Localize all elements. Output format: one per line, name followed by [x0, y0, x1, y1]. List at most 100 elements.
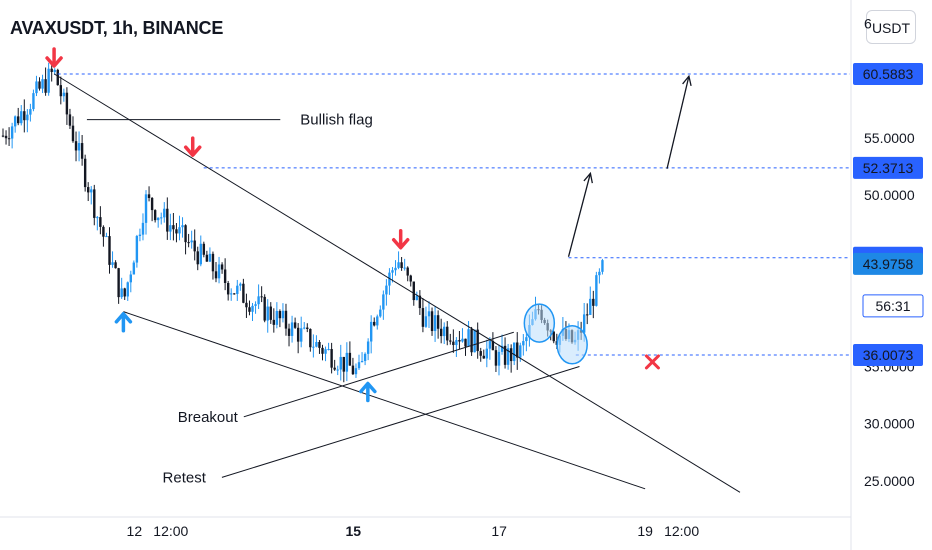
candle-body	[412, 281, 415, 301]
candle-body	[382, 294, 385, 310]
candle-body	[230, 293, 233, 295]
candle-body	[175, 229, 178, 234]
candle-body	[333, 367, 336, 370]
candle-body	[96, 217, 99, 219]
currency-button[interactable]: USDT	[866, 10, 916, 44]
candle-body	[254, 304, 257, 306]
x-tick-label: 12:00	[664, 523, 699, 539]
x-tick-label: 12:00	[153, 523, 188, 539]
candle-body	[108, 236, 111, 265]
candle-body	[50, 68, 53, 72]
candle-body	[59, 85, 63, 97]
candle-body	[251, 305, 254, 312]
candle-body	[473, 329, 476, 353]
target-arrow-line	[567, 173, 592, 257]
candle-body	[281, 310, 285, 319]
candle-body	[166, 208, 169, 232]
candle-body	[144, 194, 148, 223]
candle-body	[512, 342, 516, 362]
candle-body	[190, 240, 193, 243]
candle-body	[351, 365, 355, 375]
breakout-circle[interactable]	[523, 303, 556, 343]
candle-body	[202, 243, 206, 255]
candle-body	[93, 189, 96, 218]
candle-body	[479, 351, 482, 356]
price-label: 36.0073	[863, 347, 914, 363]
candle-body	[35, 81, 38, 94]
candle-body	[239, 283, 242, 286]
candle-body	[586, 314, 589, 316]
retest-circle[interactable]	[556, 325, 588, 365]
candle-body	[409, 275, 412, 282]
candle-body	[272, 319, 276, 325]
candle-body	[461, 338, 464, 342]
candle-body	[208, 253, 212, 262]
candle-body	[74, 141, 78, 151]
candle-body	[388, 272, 391, 286]
candle-body	[418, 295, 422, 309]
candle-body	[406, 267, 409, 276]
candle-body	[424, 316, 428, 327]
candle-body	[117, 268, 120, 298]
candle-body	[552, 331, 555, 342]
candle-body	[467, 329, 470, 347]
candle-body	[506, 348, 510, 365]
candle-body	[330, 349, 333, 368]
candle-body	[278, 311, 282, 319]
candle-body	[394, 267, 397, 271]
candle-body	[269, 306, 272, 320]
candle-body	[86, 187, 90, 193]
flag-upper-line[interactable]	[53, 73, 741, 493]
candle-body	[525, 337, 528, 342]
swing-low-arrow-head	[359, 381, 377, 394]
flag-lower-line[interactable]	[123, 311, 646, 490]
candle-body	[439, 328, 443, 337]
candle-body	[315, 342, 318, 347]
candle-body	[376, 316, 379, 326]
candle-body	[369, 321, 373, 342]
candle-body	[13, 116, 17, 127]
candle-body	[53, 69, 56, 72]
bar-countdown-label: 56:31	[875, 298, 910, 314]
candle-body	[7, 138, 11, 140]
candle-body	[68, 114, 72, 126]
candle-body	[519, 345, 522, 358]
candle-body	[181, 225, 184, 228]
candle-body	[90, 189, 93, 193]
candle-body	[47, 68, 50, 93]
candle-body	[491, 340, 495, 351]
candle-body	[421, 308, 425, 327]
candle-body	[150, 197, 154, 211]
candle-body	[242, 283, 245, 303]
price-label-box	[853, 344, 923, 366]
candle-body	[595, 275, 598, 306]
candle-body	[400, 262, 403, 269]
candle-body	[366, 341, 370, 354]
breakout-label: Breakout	[178, 409, 239, 426]
price-label-box	[853, 156, 923, 179]
candle-body	[223, 269, 227, 283]
candle-body	[129, 274, 132, 283]
candle-body	[299, 328, 303, 342]
candle-body	[160, 217, 163, 219]
candle-body	[123, 288, 126, 297]
target-arrow-head	[583, 171, 593, 184]
candle-body	[71, 125, 75, 142]
candle-body	[582, 314, 586, 333]
candle-body	[275, 311, 279, 325]
candle-body	[217, 264, 221, 279]
price-label: 52.3713	[863, 160, 914, 176]
y-tick-label: 6	[864, 16, 872, 32]
candle-body	[178, 227, 181, 234]
candle-body	[449, 340, 452, 342]
x-tick-label: 12	[127, 523, 143, 539]
candle-body	[348, 352, 352, 366]
swing-high-arrow-head	[45, 56, 63, 68]
candle-body	[257, 296, 260, 305]
y-tick-label: 50.0000	[864, 187, 915, 203]
candle-body	[485, 348, 489, 359]
candle-body	[205, 254, 209, 262]
price-label: 60.5883	[863, 66, 914, 82]
candle-body	[187, 242, 190, 244]
